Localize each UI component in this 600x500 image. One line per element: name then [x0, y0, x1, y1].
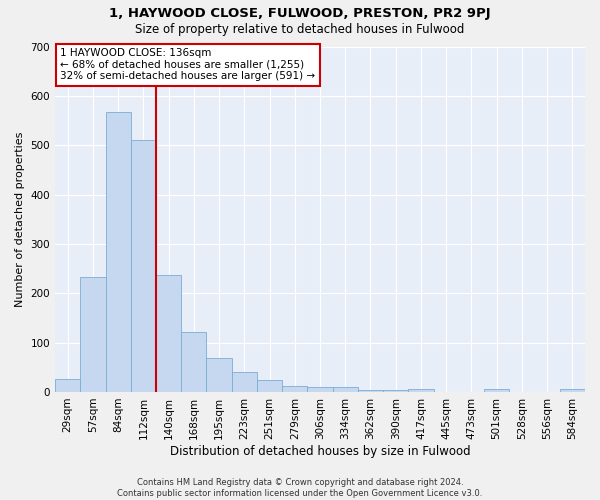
Bar [282, 386, 307, 392]
Bar [206, 358, 232, 392]
Bar [55, 378, 80, 392]
Bar [80, 278, 106, 392]
Bar [332, 387, 358, 392]
X-axis label: Distribution of detached houses by size in Fulwood: Distribution of detached houses by size … [170, 444, 470, 458]
Text: Size of property relative to detached houses in Fulwood: Size of property relative to detached ho… [136, 22, 464, 36]
Text: 1, HAYWOOD CLOSE, FULWOOD, PRESTON, PR2 9PJ: 1, HAYWOOD CLOSE, FULWOOD, PRESTON, PR2 … [109, 8, 491, 20]
Bar [257, 380, 282, 392]
Bar [560, 390, 585, 392]
Text: Contains HM Land Registry data © Crown copyright and database right 2024.
Contai: Contains HM Land Registry data © Crown c… [118, 478, 482, 498]
Bar [358, 390, 383, 392]
Bar [409, 390, 434, 392]
Bar [484, 389, 509, 392]
Text: 1 HAYWOOD CLOSE: 136sqm
← 68% of detached houses are smaller (1,255)
32% of semi: 1 HAYWOOD CLOSE: 136sqm ← 68% of detache… [61, 48, 316, 82]
Bar [383, 390, 409, 392]
Bar [106, 112, 131, 392]
Bar [181, 332, 206, 392]
Bar [131, 140, 156, 392]
Bar [156, 274, 181, 392]
Bar [232, 372, 257, 392]
Bar [307, 387, 332, 392]
Y-axis label: Number of detached properties: Number of detached properties [15, 132, 25, 307]
